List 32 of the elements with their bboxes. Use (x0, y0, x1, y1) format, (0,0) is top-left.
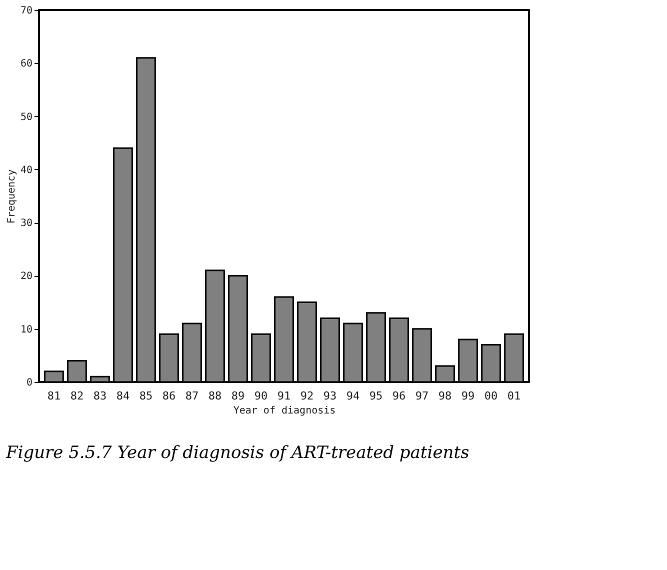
x-tick-label: 94 (346, 390, 360, 402)
x-tick-label: 98 (438, 390, 452, 402)
x-tick-label: 92 (300, 390, 314, 402)
y-axis-title: Frequency (6, 169, 18, 224)
x-tick-label: 81 (47, 390, 61, 402)
x-tick-label: 87 (185, 390, 199, 402)
y-tick-label: 40 (20, 164, 32, 176)
x-tick-label: 01 (507, 390, 521, 402)
y-tick-label: 60 (20, 58, 32, 70)
x-tick-label: 83 (93, 390, 107, 402)
x-tick-label: 96 (392, 390, 406, 402)
x-tick-label: 88 (208, 390, 222, 402)
x-tick-label: 00 (484, 390, 498, 402)
text: Figure 5.5.7 Year of diagnosis of ART-treated patients (4, 443, 470, 463)
x-tick-label: 99 (461, 390, 475, 402)
y-tick-label: 30 (20, 218, 32, 230)
x-tick-label: 85 (139, 390, 153, 402)
y-tick-label: 70 (20, 6, 32, 16)
x-tick-label: 91 (277, 390, 291, 402)
y-tick-label: 20 (20, 271, 32, 282)
y-tick-label: 0 (26, 378, 32, 388)
x-tick-label: 82 (70, 390, 84, 402)
x-tick-label: 90 (254, 390, 268, 402)
x-tick-label: 84 (116, 390, 130, 402)
y-tick-label: 50 (20, 112, 32, 123)
x-tick-label: 97 (415, 390, 429, 402)
x-tick-label: 93 (323, 390, 337, 402)
x-tick-label: 95 (369, 390, 383, 402)
y-tick-label: 10 (20, 324, 32, 336)
x-tick-label: 86 (162, 390, 176, 402)
x-tick-label: 89 (231, 390, 245, 402)
x-axis-title: Year of diagnosis (233, 406, 336, 416)
